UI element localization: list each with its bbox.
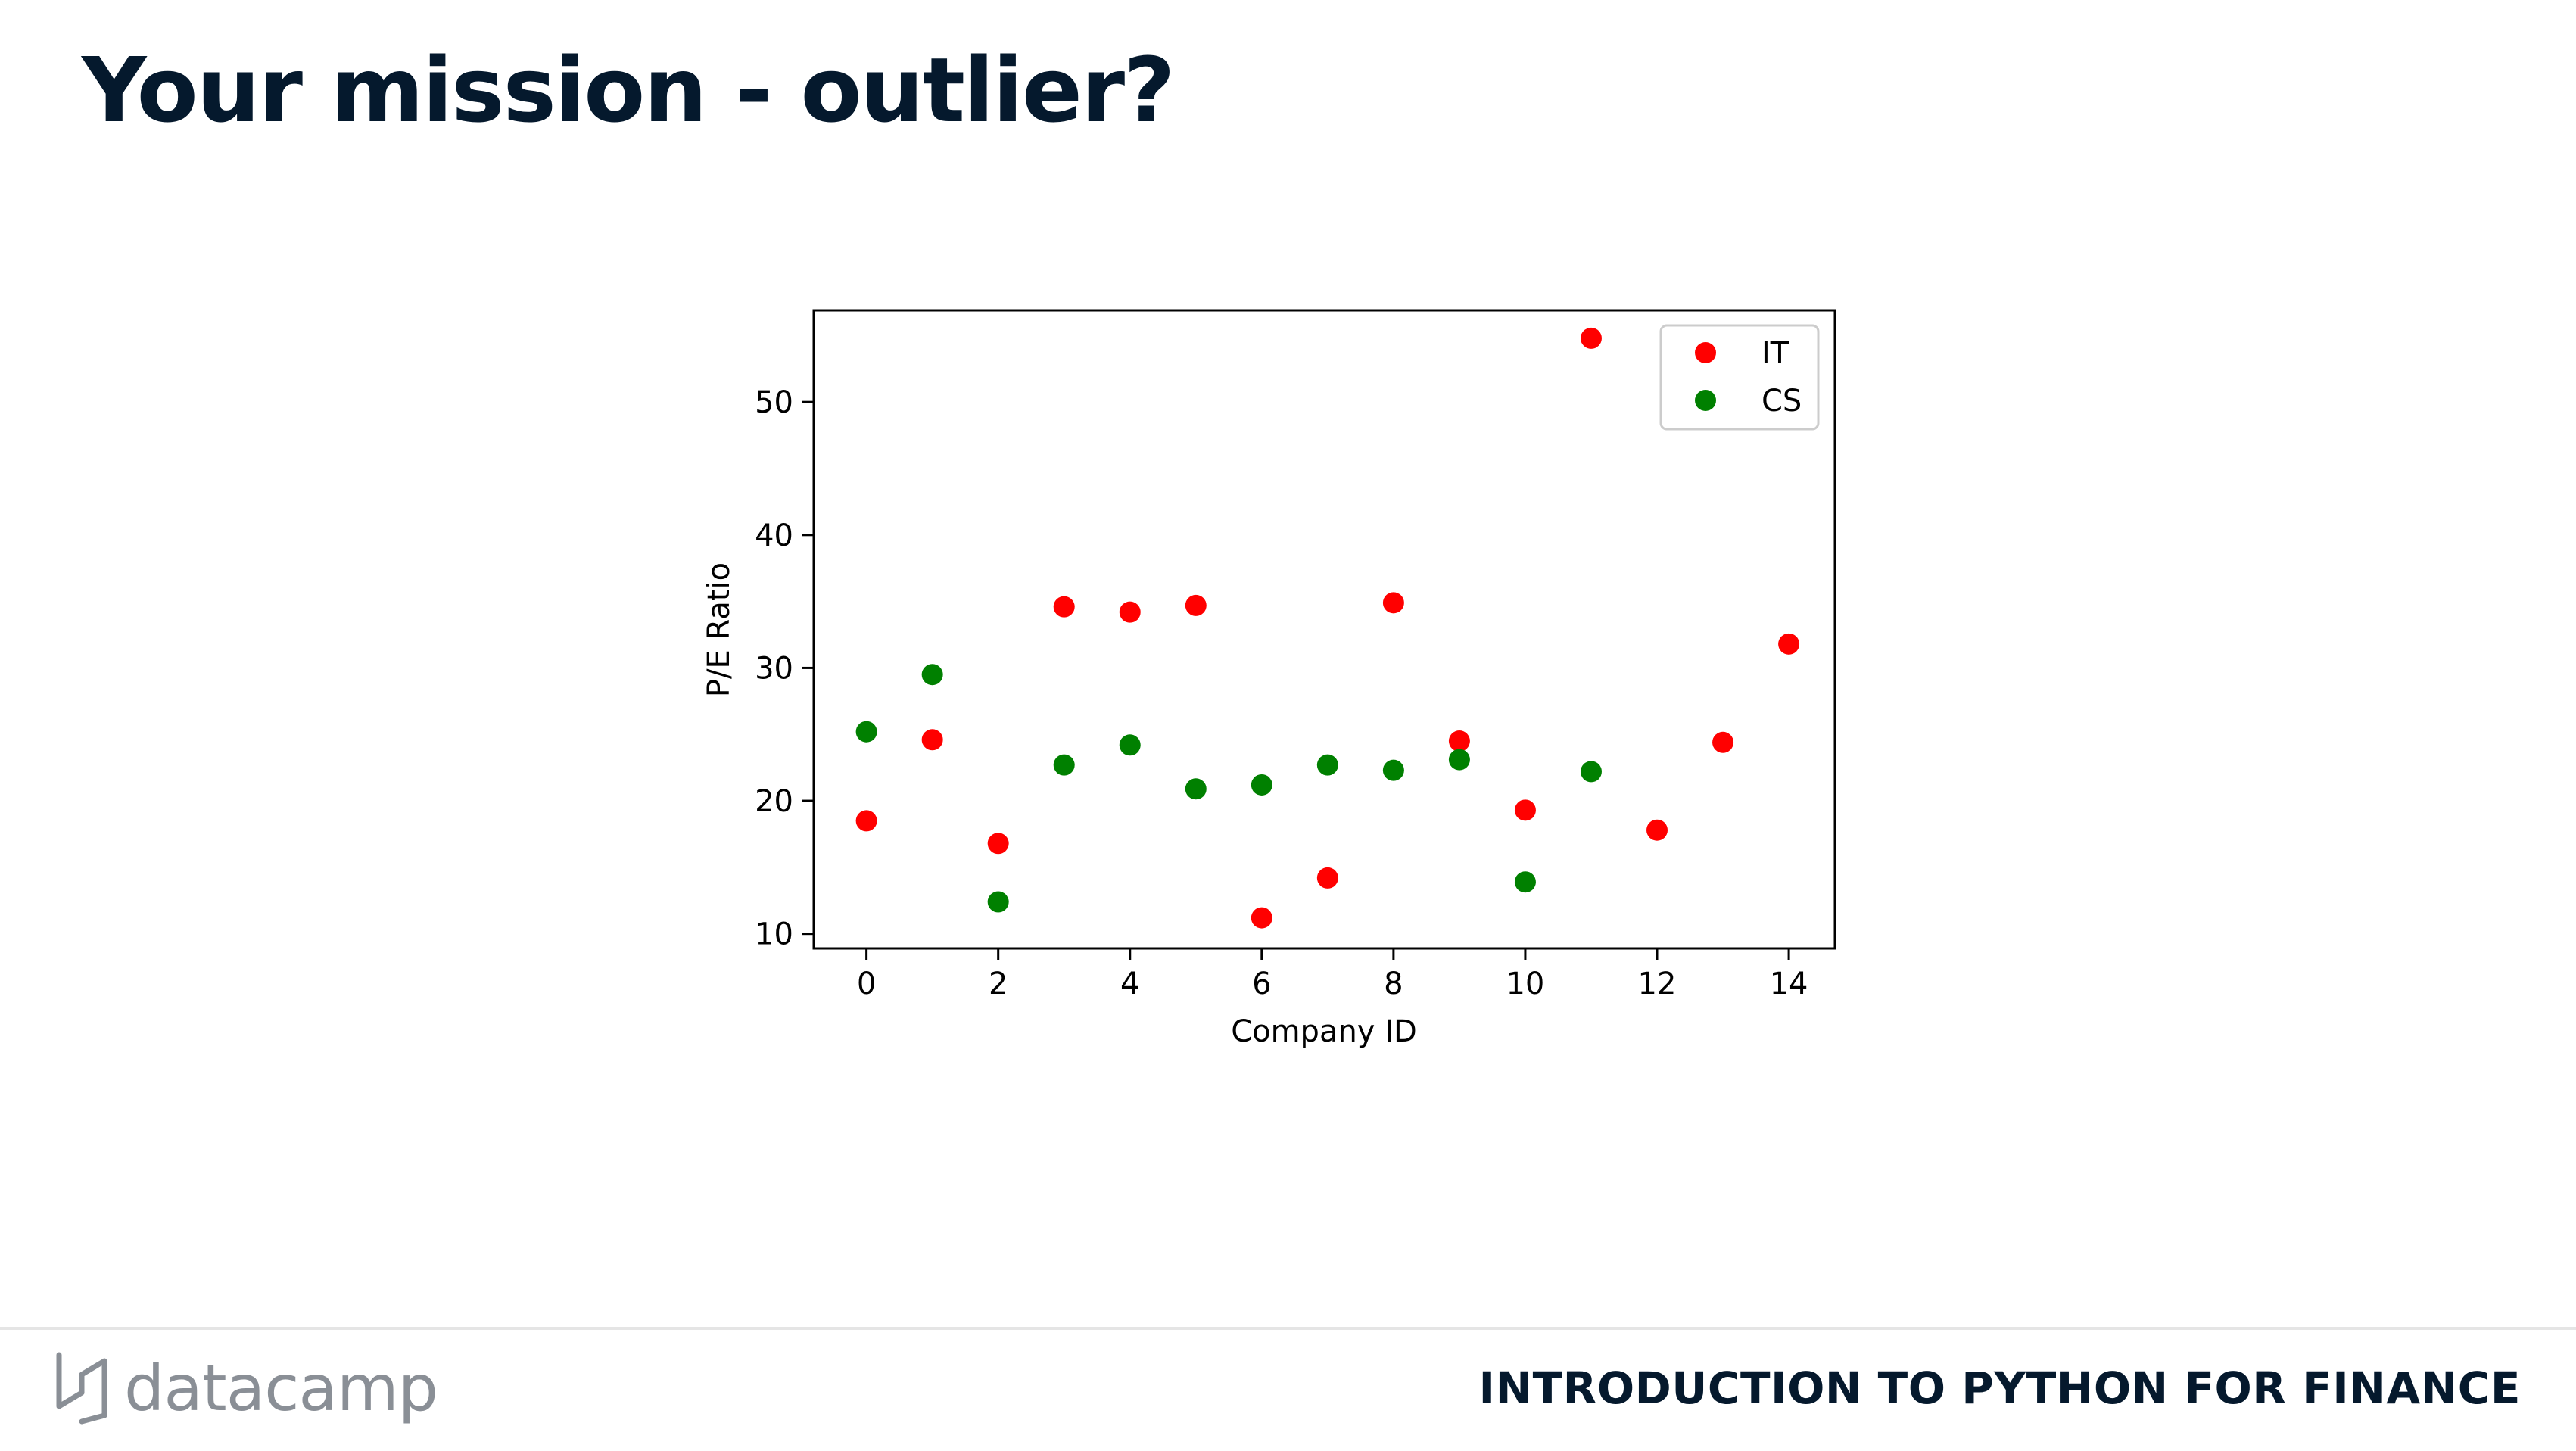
data-point-it xyxy=(1185,594,1207,616)
data-point-cs xyxy=(921,664,943,686)
data-point-it xyxy=(1251,907,1272,929)
x-tick-label: 0 xyxy=(857,967,876,1001)
data-point-it xyxy=(921,729,943,751)
x-tick-label: 8 xyxy=(1384,967,1403,1001)
y-tick-label: 10 xyxy=(755,917,793,952)
data-point-cs xyxy=(1580,761,1602,783)
datacamp-logo-icon xyxy=(56,1352,107,1425)
data-point-cs xyxy=(1514,871,1536,893)
data-point-it xyxy=(1580,327,1602,349)
legend-label-cs: CS xyxy=(1761,384,1802,419)
data-point-cs xyxy=(855,721,877,743)
footer-divider xyxy=(0,1327,2576,1330)
data-points xyxy=(855,327,1800,929)
x-tick-label: 4 xyxy=(1120,967,1139,1001)
datacamp-logo: datacamp xyxy=(53,1350,438,1426)
y-tick-label: 30 xyxy=(755,651,793,686)
x-axis-label: Company ID xyxy=(1231,1014,1417,1049)
course-title: INTRODUCTION TO PYTHON FOR FINANCE xyxy=(1478,1362,2521,1414)
data-point-it xyxy=(855,810,877,832)
legend-marker-cs xyxy=(1695,390,1716,411)
x-axis: 0 2 4 6 8 10 12 14 xyxy=(857,948,1808,1001)
data-point-it xyxy=(1712,731,1734,753)
y-tick-label: 20 xyxy=(755,784,793,819)
data-point-cs xyxy=(1119,734,1141,756)
legend-marker-it xyxy=(1695,342,1716,363)
data-point-cs xyxy=(1316,754,1338,776)
y-axis: 10 20 30 40 50 xyxy=(755,385,814,952)
data-point-cs xyxy=(1185,778,1207,800)
data-point-it xyxy=(1448,730,1470,752)
x-tick-label: 12 xyxy=(1638,967,1677,1001)
x-tick-label: 14 xyxy=(1770,967,1808,1001)
data-point-it xyxy=(1382,592,1404,614)
data-point-cs xyxy=(1251,774,1272,796)
x-tick-label: 2 xyxy=(989,967,1008,1001)
y-tick-label: 50 xyxy=(755,385,793,420)
datacamp-logo-text: datacamp xyxy=(124,1351,438,1425)
data-point-it xyxy=(1119,601,1141,623)
y-axis-label: P/E Ratio xyxy=(702,562,737,697)
y-tick-label: 40 xyxy=(755,518,793,553)
data-point-cs xyxy=(1382,759,1404,781)
data-point-cs xyxy=(1053,754,1075,776)
data-point-it xyxy=(1646,819,1668,841)
legend: IT CS xyxy=(1659,324,1820,431)
legend-label-it: IT xyxy=(1761,336,1789,371)
slide-title: Your mission - outlier? xyxy=(82,38,1176,142)
data-point-cs xyxy=(1448,749,1470,771)
data-point-it xyxy=(1316,867,1338,889)
x-tick-label: 6 xyxy=(1252,967,1271,1001)
data-point-it xyxy=(987,833,1009,855)
data-point-it xyxy=(1778,633,1800,655)
x-tick-label: 10 xyxy=(1506,967,1544,1001)
data-point-cs xyxy=(987,891,1009,913)
data-point-it xyxy=(1514,799,1536,821)
data-point-it xyxy=(1053,596,1075,618)
